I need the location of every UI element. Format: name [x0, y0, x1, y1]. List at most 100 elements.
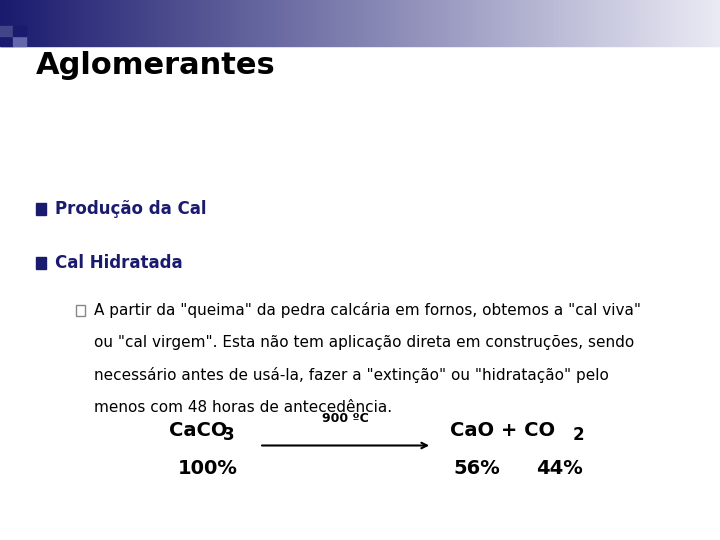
Bar: [37, 0, 40, 46]
Bar: [301, 0, 302, 46]
Bar: [289, 0, 292, 46]
Bar: [425, 0, 426, 46]
Bar: [589, 0, 590, 46]
Bar: [72, 0, 73, 46]
Bar: [157, 0, 158, 46]
Bar: [230, 0, 232, 46]
Bar: [598, 0, 600, 46]
Bar: [18, 0, 20, 46]
Bar: [673, 0, 675, 46]
Bar: [193, 0, 194, 46]
Bar: [582, 0, 583, 46]
Bar: [599, 0, 601, 46]
Bar: [83, 0, 85, 46]
Bar: [474, 0, 475, 46]
Bar: [259, 0, 261, 46]
Bar: [565, 0, 567, 46]
Bar: [292, 0, 294, 46]
Bar: [707, 0, 709, 46]
Bar: [511, 0, 513, 46]
Bar: [0, 26, 13, 36]
Bar: [683, 0, 684, 46]
Bar: [503, 0, 504, 46]
Bar: [54, 0, 56, 46]
Bar: [680, 0, 683, 46]
Bar: [234, 0, 236, 46]
Bar: [459, 0, 461, 46]
Bar: [99, 0, 101, 46]
Bar: [679, 0, 680, 46]
Bar: [297, 0, 299, 46]
Bar: [505, 0, 508, 46]
Bar: [133, 0, 135, 46]
Bar: [308, 0, 310, 46]
Bar: [36, 203, 46, 215]
Bar: [337, 0, 338, 46]
Bar: [94, 0, 95, 46]
Bar: [643, 0, 644, 46]
Bar: [144, 0, 145, 46]
Bar: [248, 0, 251, 46]
Bar: [323, 0, 324, 46]
Bar: [596, 0, 598, 46]
Bar: [256, 0, 258, 46]
Bar: [311, 0, 313, 46]
Bar: [45, 0, 47, 46]
Bar: [554, 0, 556, 46]
Bar: [639, 0, 641, 46]
Bar: [450, 0, 452, 46]
Bar: [346, 0, 347, 46]
Bar: [432, 0, 434, 46]
Bar: [241, 0, 243, 46]
Bar: [50, 0, 52, 46]
Bar: [217, 0, 220, 46]
Bar: [189, 0, 191, 46]
Bar: [252, 0, 253, 46]
Bar: [481, 0, 482, 46]
Bar: [243, 0, 245, 46]
Bar: [641, 0, 642, 46]
Bar: [4, 0, 6, 46]
Bar: [340, 0, 342, 46]
Bar: [395, 0, 396, 46]
Bar: [504, 0, 505, 46]
Bar: [702, 0, 704, 46]
Bar: [675, 0, 677, 46]
Bar: [200, 0, 202, 46]
Bar: [389, 0, 390, 46]
Bar: [365, 0, 367, 46]
Bar: [378, 0, 380, 46]
Text: menos com 48 horas de antecedência.: menos com 48 horas de antecedência.: [94, 400, 392, 415]
Bar: [313, 0, 315, 46]
Bar: [181, 0, 184, 46]
Bar: [488, 0, 490, 46]
Bar: [583, 0, 585, 46]
Bar: [166, 0, 167, 46]
Bar: [108, 0, 109, 46]
Bar: [71, 0, 72, 46]
Bar: [27, 0, 29, 46]
Bar: [236, 0, 238, 46]
Bar: [266, 0, 268, 46]
Bar: [526, 0, 528, 46]
Bar: [223, 0, 225, 46]
Text: A partir da "queima" da pedra calcária em fornos, obtemos a "cal viva": A partir da "queima" da pedra calcária e…: [94, 302, 641, 319]
Bar: [85, 0, 86, 46]
Bar: [691, 0, 693, 46]
Bar: [335, 0, 337, 46]
Bar: [634, 0, 635, 46]
Bar: [61, 0, 63, 46]
Bar: [25, 0, 27, 46]
Bar: [13, 0, 14, 46]
Bar: [302, 0, 304, 46]
Bar: [11, 0, 13, 46]
Bar: [246, 0, 248, 46]
Bar: [76, 0, 78, 46]
Bar: [433, 0, 436, 46]
Bar: [284, 0, 287, 46]
Bar: [356, 0, 359, 46]
Text: Aglomerantes: Aglomerantes: [36, 51, 276, 80]
Bar: [245, 0, 246, 46]
Bar: [16, 0, 18, 46]
Bar: [274, 0, 276, 46]
